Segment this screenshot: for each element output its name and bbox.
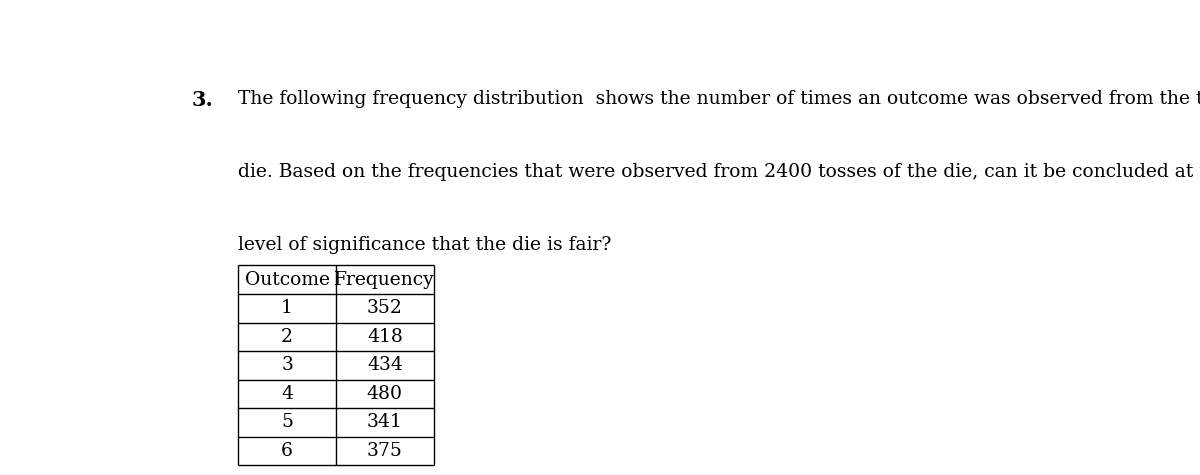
Text: 6: 6 bbox=[281, 442, 293, 460]
Text: 4: 4 bbox=[281, 385, 293, 403]
Text: 3: 3 bbox=[281, 356, 293, 374]
Text: 418: 418 bbox=[367, 328, 403, 346]
Text: 434: 434 bbox=[367, 356, 403, 374]
Text: 3.: 3. bbox=[192, 90, 214, 110]
Text: 1: 1 bbox=[281, 299, 293, 317]
Text: Frequency: Frequency bbox=[335, 271, 436, 289]
Text: 5: 5 bbox=[281, 413, 293, 431]
Text: die. Based on the frequencies that were observed from 2400 tosses of the die, ca: die. Based on the frequencies that were … bbox=[239, 163, 1200, 181]
Text: Outcome: Outcome bbox=[245, 271, 330, 289]
Text: The following frequency distribution  shows the number of times an outcome was o: The following frequency distribution sho… bbox=[239, 90, 1200, 108]
Text: level of significance that the die is fair?: level of significance that the die is fa… bbox=[239, 236, 612, 254]
Text: 375: 375 bbox=[367, 442, 403, 460]
Text: 480: 480 bbox=[367, 385, 403, 403]
Text: 341: 341 bbox=[367, 413, 403, 431]
Text: 2: 2 bbox=[281, 328, 293, 346]
Text: 352: 352 bbox=[367, 299, 403, 317]
